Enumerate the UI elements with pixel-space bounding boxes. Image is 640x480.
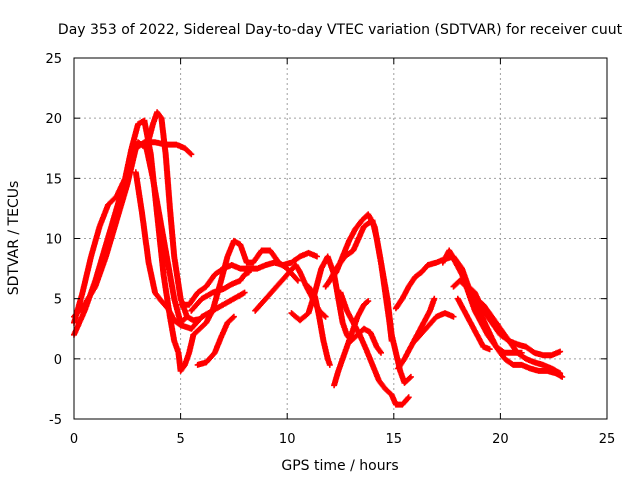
series-markers: [465, 283, 564, 359]
series-arc-22: [465, 283, 564, 359]
series-markers: [439, 247, 566, 380]
series-arc-14: [326, 217, 395, 344]
x-tick-label: 25: [599, 432, 616, 447]
y-tick-label: -5: [49, 413, 62, 428]
series-arc-9: [194, 313, 237, 368]
series-arc-7: [177, 249, 320, 308]
chart-title: Day 353 of 2022, Sidereal Day-to-day VTE…: [58, 22, 623, 38]
series-markers: [177, 249, 320, 308]
data-series: [71, 109, 566, 408]
series-arc-8: [188, 269, 252, 314]
series-markers: [337, 289, 412, 408]
x-axis-title: GPS time / hours: [281, 458, 398, 474]
series-markers: [412, 310, 457, 344]
series-markers: [331, 298, 372, 389]
x-tick-label: 10: [279, 432, 296, 447]
x-tick-label: 5: [176, 432, 184, 447]
series-arc-5: [132, 169, 248, 332]
x-tick-label: 0: [70, 432, 78, 447]
series-markers: [305, 283, 333, 368]
x-tick-label: 20: [492, 432, 509, 447]
series-arc-16: [331, 298, 372, 389]
series-arc-19: [412, 310, 457, 344]
series-arc-12: [305, 283, 333, 368]
y-tick-label: 0: [54, 353, 62, 368]
y-tick-label: 25: [45, 52, 62, 67]
series-markers: [132, 169, 248, 332]
y-tick-label: 5: [54, 293, 62, 308]
y-tick-label: 15: [45, 172, 62, 187]
y-tick-label: 10: [45, 233, 62, 248]
series-arc-23: [454, 295, 493, 353]
y-tick-label: 20: [45, 112, 62, 127]
series-arc-20: [439, 247, 566, 380]
series-arc-15: [337, 289, 412, 408]
axis-ticks: 0 5 10 15 20 25 -5 0 5 10 15 20 25: [45, 52, 615, 447]
series-markers: [326, 217, 395, 344]
series-markers: [454, 295, 493, 353]
x-tick-label: 15: [386, 432, 403, 447]
series-markers: [194, 313, 237, 368]
series-markers: [188, 269, 252, 314]
y-axis-title: SDTVAR / TECUs: [6, 181, 22, 296]
